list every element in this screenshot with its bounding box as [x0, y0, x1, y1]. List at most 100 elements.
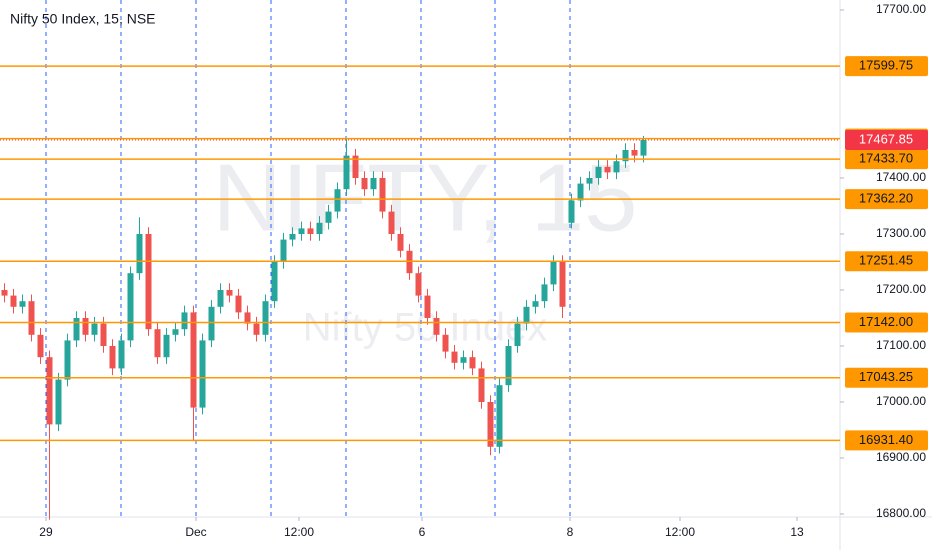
candle-body	[424, 295, 431, 318]
candle-body	[343, 155, 350, 190]
candle-body	[109, 346, 116, 369]
last-price-label: 17467.85	[859, 131, 913, 146]
candle-body	[568, 200, 575, 223]
candle-body	[451, 351, 458, 363]
candle-body	[208, 306, 215, 341]
candle-body	[226, 290, 233, 296]
candle-body	[253, 323, 260, 335]
y-tick-label: 17300.00	[876, 226, 926, 240]
x-tick-label: 12:00	[665, 525, 695, 539]
candle-body	[163, 334, 170, 358]
candle-body	[271, 262, 278, 302]
y-tick-label: 17400.00	[876, 170, 926, 184]
candle-body	[370, 178, 377, 190]
candle-body	[559, 262, 566, 307]
y-tick-label: 16800.00	[876, 506, 926, 520]
candle-body	[145, 234, 152, 330]
level-label: 17142.00	[859, 314, 913, 329]
y-tick-label: 17700.00	[876, 2, 926, 16]
candle-body	[613, 161, 620, 173]
candle-body	[460, 357, 467, 363]
plot: 17700.00 17400.00 17300.00 17200.00 17100.00…	[0, 0, 928, 539]
candle-body	[64, 340, 71, 380]
candle-body	[325, 211, 332, 223]
candle-body	[316, 222, 323, 234]
candle-body	[307, 228, 314, 234]
level-label-box	[845, 189, 928, 210]
candle-body	[181, 312, 188, 330]
candle-body	[550, 262, 557, 285]
candle-body	[100, 323, 107, 346]
candle-body	[604, 166, 611, 173]
candle-body	[415, 273, 422, 296]
candle-body	[73, 318, 80, 341]
level-label: 17599.75	[859, 58, 913, 73]
candle-body	[595, 166, 602, 178]
candle-body	[334, 189, 341, 212]
level-label: 17433.70	[859, 151, 913, 166]
x-tick-label: Dec	[185, 525, 206, 539]
level-label-box	[845, 149, 928, 170]
level-label: 16931.40	[859, 432, 913, 447]
candle-body	[379, 178, 386, 212]
candle-body	[280, 239, 287, 262]
candle-body	[199, 340, 206, 408]
last-price-box	[845, 130, 928, 151]
chart-title: Nifty 50 Index, 15, NSE	[10, 11, 156, 27]
candle-body	[352, 155, 359, 178]
candle-body	[136, 234, 143, 274]
level-label-box	[845, 251, 928, 272]
level-label-box	[845, 56, 928, 77]
level-label-box	[845, 367, 928, 388]
candle-body	[487, 402, 494, 447]
candle-body	[541, 284, 548, 302]
candle-body	[640, 140, 647, 156]
y-tick-label: 17200.00	[876, 282, 926, 296]
candle-body	[37, 334, 44, 358]
candle-body	[19, 301, 26, 307]
candle-body	[244, 312, 251, 324]
candle-body	[505, 346, 512, 386]
candle-body	[82, 318, 89, 335]
candle-body	[514, 323, 521, 346]
candle-body	[289, 234, 296, 240]
level-label: 17043.25	[859, 369, 913, 384]
candle-body	[10, 295, 17, 307]
level-label-box	[845, 312, 928, 333]
candle-body	[28, 301, 35, 335]
candle-body	[478, 368, 485, 402]
x-tick-label: 12:00	[284, 525, 314, 539]
level-label-box	[845, 430, 928, 451]
candle-body	[298, 228, 305, 234]
candle-body	[442, 334, 449, 352]
y-tick-label: 17000.00	[876, 394, 926, 408]
candle-body	[622, 150, 629, 162]
candle-body	[469, 357, 476, 369]
candle-body	[190, 312, 197, 408]
candle-body	[406, 250, 413, 274]
x-tick-label: 13	[790, 525, 804, 539]
candle-body	[361, 178, 368, 190]
watermark: NIFTY, 15	[212, 144, 637, 251]
candle-body	[577, 183, 584, 201]
candle-body	[127, 273, 134, 341]
candle-body	[586, 178, 593, 184]
x-tick-label: 6	[419, 525, 426, 539]
candle-body	[388, 211, 395, 234]
x-tick-label: 29	[39, 525, 53, 539]
candle-body	[1, 290, 8, 296]
candle-body	[154, 329, 161, 358]
candle-body	[631, 150, 638, 156]
x-tick-label: 8	[567, 525, 574, 539]
y-tick-label: 17100.00	[876, 338, 926, 352]
candle-body	[397, 234, 404, 251]
level-label: 17362.20	[859, 191, 913, 206]
candle-body	[496, 385, 503, 447]
candle-body	[172, 329, 179, 335]
candle-body	[46, 357, 53, 425]
y-tick-label: 16900.00	[876, 450, 926, 464]
candle-body	[433, 318, 440, 335]
candle-body	[217, 290, 224, 307]
candle-body	[262, 301, 269, 335]
